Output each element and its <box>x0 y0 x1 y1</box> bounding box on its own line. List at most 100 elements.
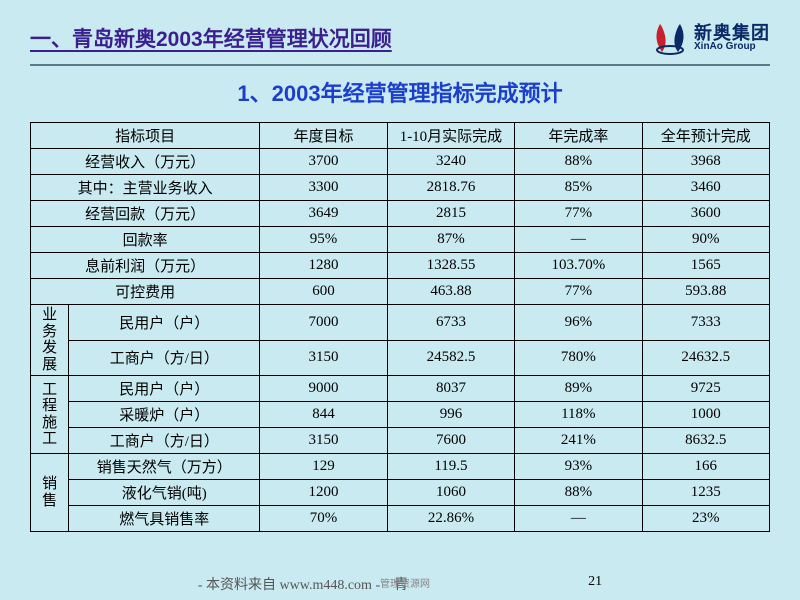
cell: 996 <box>387 402 514 428</box>
table-row: 回款率95%87%—90% <box>31 227 770 253</box>
cell: 600 <box>260 279 387 305</box>
cell: 1000 <box>642 402 769 428</box>
cell: 95% <box>260 227 387 253</box>
cell: 1565 <box>642 253 769 279</box>
cell: 9725 <box>642 376 769 402</box>
cell: 燃气具销售率 <box>69 506 260 532</box>
cell: 85% <box>515 175 642 201</box>
cell: 民用户（户） <box>69 305 260 341</box>
cell: 87% <box>387 227 514 253</box>
cell: 1-10月实际完成 <box>387 123 514 149</box>
table-row: 液化气销(吨)1200106088%1235 <box>31 480 770 506</box>
cell: 129 <box>260 454 387 480</box>
cell: 103.70% <box>515 253 642 279</box>
cell: — <box>515 506 642 532</box>
cell: 息前利润（万元） <box>31 253 260 279</box>
table-row: 燃气具销售率70%22.86%—23% <box>31 506 770 532</box>
cell: 3460 <box>642 175 769 201</box>
cell: 液化气销(吨) <box>69 480 260 506</box>
cell: 民用户（户） <box>69 376 260 402</box>
cell: 88% <box>515 480 642 506</box>
cell: 1235 <box>642 480 769 506</box>
logo-text-en: XinAo Group <box>694 42 770 52</box>
cell: 采暖炉（户） <box>69 402 260 428</box>
table-row: 经营收入（万元）3700324088%3968 <box>31 149 770 175</box>
cell: 8632.5 <box>642 428 769 454</box>
cell: 1280 <box>260 253 387 279</box>
cell: 463.88 <box>387 279 514 305</box>
cell: 工程施工 <box>31 376 69 454</box>
cell: 780% <box>515 340 642 376</box>
cell: 88% <box>515 149 642 175</box>
table-row: 其中：主营业务收入33002818.7685%3460 <box>31 175 770 201</box>
logo-text-cn: 新奥集团 <box>694 24 770 42</box>
table-row: 业务发展民用户（户）7000673396%7333 <box>31 305 770 341</box>
cell: 119.5 <box>387 454 514 480</box>
table-row: 经营回款（万元）3649281577%3600 <box>31 201 770 227</box>
cell: 经营收入（万元） <box>31 149 260 175</box>
subtitle: 1、2003年经营管理指标完成预计 <box>0 76 800 108</box>
table-row: 息前利润（万元）12801328.55103.70%1565 <box>31 253 770 279</box>
cell: 1328.55 <box>387 253 514 279</box>
cell: 118% <box>515 402 642 428</box>
cell: 1060 <box>387 480 514 506</box>
cell: 3300 <box>260 175 387 201</box>
section-title: 一、青岛新奥2003年经营管理状况回顾 <box>30 23 392 53</box>
cell: 3649 <box>260 201 387 227</box>
cell: 3600 <box>642 201 769 227</box>
table-row: 工商户（方/日）315024582.5780%24632.5 <box>31 340 770 376</box>
cell: 工商户（方/日） <box>69 340 260 376</box>
table-header-row: 指标项目年度目标1-10月实际完成年完成率全年预计完成 <box>31 123 770 149</box>
cell: 77% <box>515 201 642 227</box>
cell: 8037 <box>387 376 514 402</box>
cell: 销售 <box>31 454 69 532</box>
cell: 其中：主营业务收入 <box>31 175 260 201</box>
table-row: 工程施工民用户（户）9000803789%9725 <box>31 376 770 402</box>
cell: 3150 <box>260 428 387 454</box>
cell: 77% <box>515 279 642 305</box>
cell: 3240 <box>387 149 514 175</box>
table-row: 采暖炉（户）844996118%1000 <box>31 402 770 428</box>
logo: 新奥集团 XinAo Group <box>650 20 770 56</box>
cell: 工商户（方/日） <box>69 428 260 454</box>
cell: 2818.76 <box>387 175 514 201</box>
cell: 3150 <box>260 340 387 376</box>
cell: 全年预计完成 <box>642 123 769 149</box>
cell: 90% <box>642 227 769 253</box>
data-table: 指标项目年度目标1-10月实际完成年完成率全年预计完成经营收入（万元）37003… <box>30 122 770 532</box>
cell: 可控费用 <box>31 279 260 305</box>
cell: 7000 <box>260 305 387 341</box>
cell: 7333 <box>642 305 769 341</box>
cell: 23% <box>642 506 769 532</box>
cell: 96% <box>515 305 642 341</box>
cell: 89% <box>515 376 642 402</box>
logo-icon <box>650 20 690 56</box>
cell: 70% <box>260 506 387 532</box>
cell: 销售天然气（万方） <box>69 454 260 480</box>
cell: 9000 <box>260 376 387 402</box>
cell: 24632.5 <box>642 340 769 376</box>
cell: 经营回款（万元） <box>31 201 260 227</box>
footer-source: - 本资料来自 www.m448.com - <box>198 578 380 593</box>
cell: 166 <box>642 454 769 480</box>
cell: 6733 <box>387 305 514 341</box>
cell: 年度目标 <box>260 123 387 149</box>
cell: 业务发展 <box>31 305 69 376</box>
cell: 3700 <box>260 149 387 175</box>
cell: 7600 <box>387 428 514 454</box>
cell: 2815 <box>387 201 514 227</box>
cell: 3968 <box>642 149 769 175</box>
cell: 241% <box>515 428 642 454</box>
table-row: 工商户（方/日）31507600241%8632.5 <box>31 428 770 454</box>
page-number: 21 <box>588 574 602 594</box>
cell: 年完成率 <box>515 123 642 149</box>
cell: 24582.5 <box>387 340 514 376</box>
cell: 593.88 <box>642 279 769 305</box>
cell: — <box>515 227 642 253</box>
cell: 93% <box>515 454 642 480</box>
footer-watermark: 管理资源网 <box>380 575 430 590</box>
table-row: 销售销售天然气（万方）129119.593%166 <box>31 454 770 480</box>
cell: 22.86% <box>387 506 514 532</box>
cell: 指标项目 <box>31 123 260 149</box>
cell: 回款率 <box>31 227 260 253</box>
